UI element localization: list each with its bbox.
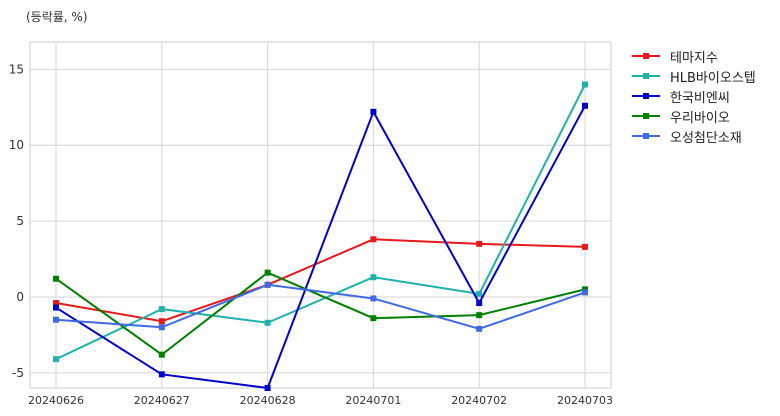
- data-point: [53, 300, 59, 307]
- series-line: [55, 283, 586, 330]
- data-point: [476, 325, 483, 332]
- data-point: [370, 108, 377, 115]
- legend-item: 테마지수: [632, 46, 756, 66]
- data-point: [476, 312, 483, 319]
- data-point: [53, 304, 59, 311]
- data-point: [582, 102, 588, 109]
- data-point: [370, 315, 377, 322]
- data-point: [158, 351, 165, 358]
- data-point: [264, 319, 271, 326]
- legend-swatch: [632, 50, 660, 62]
- data-point: [582, 289, 588, 296]
- legend-label: 우리바이오: [670, 110, 730, 126]
- y-tick-label: 10: [9, 138, 24, 152]
- legend-label: HLB바이오스텝: [670, 70, 756, 86]
- y-tick-label: 0: [16, 290, 24, 304]
- series-line: [55, 84, 586, 361]
- legend-swatch: [632, 90, 660, 102]
- series-line: [55, 105, 586, 390]
- data-point: [264, 269, 271, 276]
- data-point: [370, 274, 377, 281]
- x-tick-label: 20240626: [28, 394, 84, 407]
- legend-label: 테마지수: [670, 50, 718, 66]
- y-tick-label: 15: [9, 62, 24, 76]
- data-point: [53, 316, 59, 323]
- legend-label: 한국비엔씨: [670, 90, 730, 106]
- legend-swatch: [632, 70, 660, 82]
- data-point: [582, 286, 588, 293]
- data-point: [582, 243, 588, 250]
- y-tick-label: -5: [12, 366, 24, 380]
- legend-label: 오성첨단소재: [670, 130, 742, 146]
- x-tick-label: 20240702: [451, 394, 507, 407]
- unit-label: (등락률, %): [26, 10, 88, 24]
- legend-swatch: [632, 130, 660, 142]
- plot-area: [29, 41, 612, 389]
- data-point: [582, 81, 588, 88]
- legend-swatch: [632, 110, 660, 122]
- data-point: [476, 240, 483, 247]
- data-point: [370, 295, 377, 302]
- y-tick-label: 5: [16, 214, 24, 228]
- data-point: [264, 281, 271, 288]
- data-point: [476, 290, 483, 297]
- data-point: [370, 236, 377, 243]
- data-point: [158, 318, 165, 325]
- data-point: [264, 385, 271, 391]
- legend-item: 우리바이오: [632, 106, 756, 126]
- x-tick-label: 20240628: [240, 394, 296, 407]
- data-point: [476, 300, 483, 307]
- data-point: [53, 356, 59, 363]
- legend-item: 오성첨단소재: [632, 126, 756, 146]
- data-point: [158, 306, 165, 313]
- legend-item: HLB바이오스텝: [632, 66, 756, 86]
- data-point: [158, 371, 165, 378]
- legend-item: 한국비엔씨: [632, 86, 756, 106]
- x-tick-label: 20240703: [557, 394, 613, 407]
- series-line: [55, 271, 586, 356]
- x-tick-label: 20240627: [134, 394, 190, 407]
- data-point: [53, 275, 59, 282]
- data-point: [158, 324, 165, 331]
- x-tick-label: 20240701: [345, 394, 401, 407]
